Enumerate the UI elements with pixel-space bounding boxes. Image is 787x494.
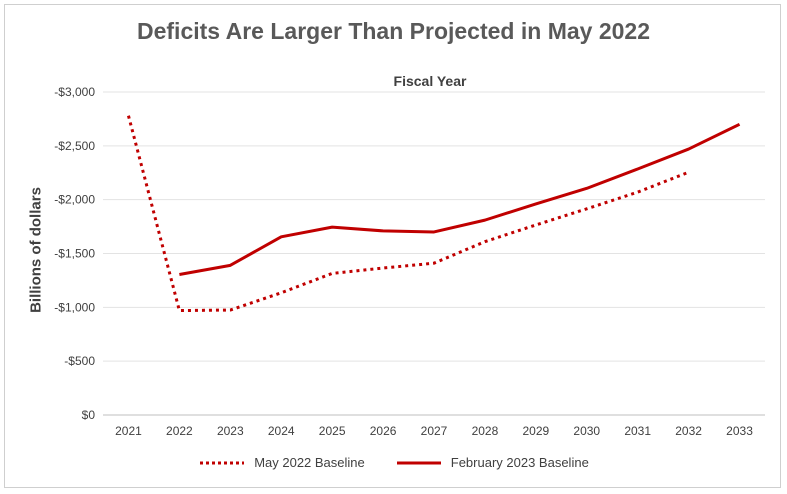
y-tick-label: -$1,000	[54, 300, 95, 314]
x-tick-label: 2031	[624, 424, 651, 438]
x-tick-label: 2021	[115, 424, 142, 438]
x-tick-label: 2025	[319, 424, 346, 438]
x-tick-label: 2028	[472, 424, 499, 438]
x-tick-label: 2026	[370, 424, 397, 438]
chart-title: Deficits Are Larger Than Projected in Ma…	[137, 18, 650, 44]
legend-label-feb-2023: February 2023 Baseline	[450, 455, 589, 470]
x-tick-label: 2030	[573, 424, 600, 438]
legend-swatch-dotted	[200, 461, 245, 464]
x-tick-label: 2022	[166, 424, 193, 438]
series-line-may-2022	[127, 115, 690, 313]
y-tick-label: $0	[82, 408, 96, 422]
series-line-feb-2023	[179, 122, 741, 276]
legend-item-feb-2023: February 2023 Baseline	[395, 455, 589, 470]
x-tick-label: 2024	[268, 424, 295, 438]
x-tick-label: 2027	[421, 424, 448, 438]
x-tick-label: 2029	[522, 424, 549, 438]
chart-frame	[4, 4, 781, 488]
x-tick-label: 2023	[217, 424, 244, 438]
legend-item-may-2022: May 2022 Baseline	[198, 455, 365, 470]
y-tick-label: -$2,500	[54, 139, 95, 153]
y-tick-label: -$1,500	[54, 247, 95, 261]
x-tick-label: 2032	[675, 424, 702, 438]
y-tick-label: -$3,000	[54, 85, 95, 99]
legend-swatch-solid	[396, 461, 441, 464]
legend-label-may-2022: May 2022 Baseline	[254, 455, 365, 470]
legend: May 2022 Baseline February 2023 Baseline	[0, 455, 787, 470]
y-tick-label: -$500	[64, 354, 95, 368]
y-tick-label: -$2,000	[54, 193, 95, 207]
chart-subtitle: Fiscal Year	[393, 73, 467, 89]
x-tick-label: 2033	[726, 424, 753, 438]
